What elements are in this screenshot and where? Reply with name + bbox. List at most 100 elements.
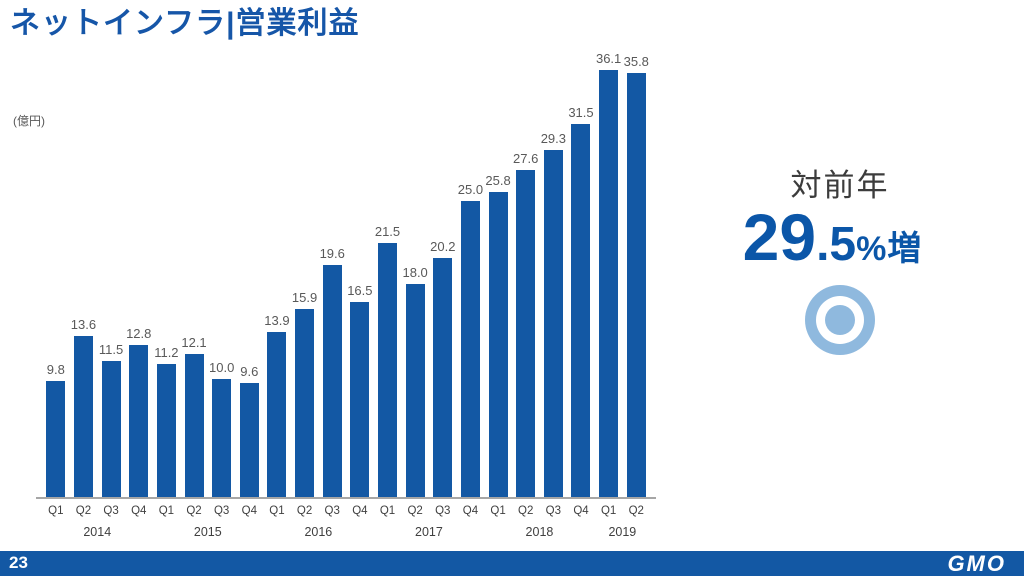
- quarter-tick-label: Q1: [48, 505, 64, 517]
- quarter-tick-label: Q3: [435, 505, 451, 517]
- page-number: 23: [9, 553, 28, 572]
- quarter-tick-label: Q1: [379, 505, 396, 517]
- year-tick-label: 2019: [608, 525, 637, 539]
- bar: [101, 360, 121, 497]
- axis-unit-label: (億円): [13, 114, 45, 128]
- bar-slot: 12.8: [125, 59, 153, 497]
- bar: [516, 170, 536, 497]
- quarter-tick-label: Q2: [296, 505, 313, 517]
- quarter-tick-label: Q4: [241, 505, 257, 517]
- bar: [571, 124, 591, 497]
- bar-slot: 13.6: [70, 59, 98, 497]
- bar-slot: 13.9: [263, 59, 291, 497]
- year-axis: 2014 2015 2016 2017 2018 2019: [36, 525, 656, 539]
- bar-slot: 31.5: [567, 59, 595, 497]
- bar-slot: 20.2: [429, 59, 457, 497]
- quarter-tick-label: Q2: [407, 505, 423, 517]
- bar-value-label: 13.9: [264, 313, 290, 329]
- slide-title: ネットインフラ|営業利益: [10, 7, 360, 40]
- bar-value-label: 31.5: [568, 105, 594, 121]
- bar: [460, 201, 480, 497]
- bar: [488, 191, 508, 497]
- year-tick-label: 2014: [83, 525, 112, 539]
- quarter-tick-label: Q2: [518, 505, 534, 517]
- quarter-tick-label: Q1: [269, 505, 285, 517]
- bar-chart: 9.8 13.6 11.5 12.8 11.2 12.1 10.0 9.6 13.9 15.9 19…: [36, 51, 656, 539]
- bar-value-label: 13.6: [70, 317, 97, 333]
- bar: [433, 257, 453, 497]
- bar-slot: 9.8: [42, 59, 70, 497]
- bar: [626, 73, 646, 497]
- bar-value-label: 11.5: [98, 341, 124, 357]
- quarter-tick-label: Q3: [324, 505, 340, 517]
- bar-slot: 18.0: [401, 59, 429, 497]
- bar-value-label: 19.6: [319, 245, 345, 261]
- bar-value-label: 16.5: [347, 282, 373, 298]
- year-tick-label: 2015: [193, 525, 222, 539]
- year-tick-label: 2016: [304, 525, 333, 539]
- bar: [599, 69, 619, 497]
- quarter-tick-label: Q4: [131, 505, 147, 517]
- year-tick-label: 2018: [525, 525, 554, 539]
- bar-value-label: 18.0: [402, 264, 428, 280]
- bar: [350, 301, 370, 497]
- bar-slot: 16.5: [346, 59, 374, 497]
- quarter-tick-label: Q1: [158, 505, 175, 517]
- quarter-tick-label: Q2: [186, 505, 202, 517]
- bar: [322, 264, 342, 497]
- bar-slot: 36.1: [595, 51, 623, 497]
- quarter-tick-label: Q3: [213, 505, 230, 517]
- quarter-tick-label: Q1: [600, 505, 617, 517]
- bar: [46, 381, 66, 497]
- bar-slot: 15.9: [291, 59, 319, 497]
- bar-slot: 11.5: [97, 59, 125, 497]
- bar-value-label: 12.8: [126, 326, 152, 342]
- bar: [184, 353, 204, 497]
- quarter-tick-label: Q4: [573, 505, 589, 517]
- quarter-tick-label: Q4: [352, 505, 368, 517]
- gmo-logo: GMO: [947, 551, 1006, 576]
- bar-value-label: 29.3: [540, 131, 566, 147]
- bar: [129, 345, 149, 497]
- bar-slot: 35.8: [622, 54, 650, 497]
- yoy-value: 29 .5 %増: [720, 204, 945, 270]
- bar-slot: 10.0: [208, 59, 236, 497]
- bar: [212, 378, 232, 497]
- footer-bar: 23 GMO: [0, 551, 1024, 576]
- bar: [543, 150, 563, 497]
- quarter-tick-label: Q3: [103, 505, 119, 517]
- bar-plot: 9.8 13.6 11.5 12.8 11.2 12.1 10.0 9.6 13.9 15.9 19…: [36, 51, 656, 499]
- bar-value-label: 12.1: [181, 334, 207, 350]
- quarter-tick-label: Q4: [462, 505, 479, 517]
- bar: [267, 332, 287, 497]
- yoy-value-decimal: .5: [816, 218, 857, 271]
- bar-slot: 25.0: [457, 59, 485, 497]
- bullseye-icon: [805, 285, 875, 355]
- bar-value-label: 9.6: [240, 364, 259, 380]
- bar-slot: 19.6: [318, 59, 346, 497]
- bar-slot: 9.6: [235, 59, 263, 497]
- bar-value-label: 27.6: [513, 151, 539, 167]
- bar-value-label: 25.0: [457, 182, 484, 198]
- bar: [378, 242, 397, 497]
- bar-slot: 11.2: [153, 59, 181, 497]
- bar: [73, 336, 93, 497]
- bar-slot: 29.3: [540, 59, 568, 497]
- quarter-tick-label: Q3: [545, 505, 562, 517]
- bar-slot: 12.1: [180, 59, 208, 497]
- yoy-value-main: 29: [742, 200, 817, 274]
- quarter-tick-label: Q2: [628, 505, 644, 517]
- yoy-value-suffix: %増: [856, 230, 923, 268]
- quarter-tick-label: Q1: [490, 505, 506, 517]
- bar-value-label: 35.8: [623, 54, 649, 70]
- bar-value-label: 20.2: [430, 238, 456, 254]
- bar-value-label: 21.5: [374, 223, 401, 239]
- bar-value-label: 10.0: [209, 359, 235, 375]
- bar-slot: 21.5: [374, 59, 402, 497]
- bar-value-label: 11.2: [154, 345, 179, 361]
- bar-value-label: 36.1: [595, 50, 622, 66]
- bar: [295, 308, 315, 497]
- quarter-tick-label: Q2: [75, 505, 92, 517]
- bar: [156, 364, 176, 497]
- quarter-axis: Q1 Q2 Q3 Q4 Q1 Q2 Q3 Q4 Q1 Q2 Q3 Q4 Q1 Q2 Q3 Q4 Q1 Q2 Q3 Q4…: [36, 505, 656, 517]
